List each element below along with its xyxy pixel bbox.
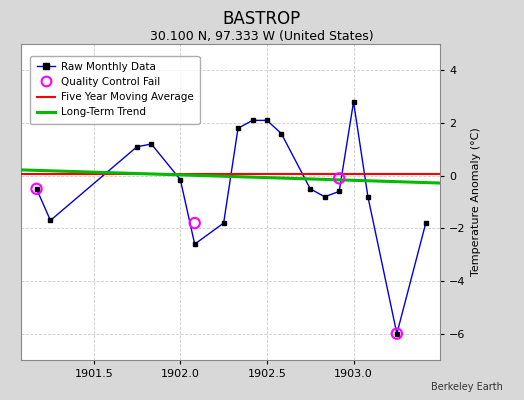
- Text: 30.100 N, 97.333 W (United States): 30.100 N, 97.333 W (United States): [150, 30, 374, 43]
- Point: [191, 220, 199, 226]
- Text: BASTROP: BASTROP: [223, 10, 301, 28]
- Legend: Raw Monthly Data, Quality Control Fail, Five Year Moving Average, Long-Term Tren: Raw Monthly Data, Quality Control Fail, …: [30, 56, 200, 124]
- Point: [32, 186, 41, 192]
- Point: [335, 175, 343, 182]
- Y-axis label: Temperature Anomaly (°C): Temperature Anomaly (°C): [471, 128, 481, 276]
- Text: Berkeley Earth: Berkeley Earth: [431, 382, 503, 392]
- Point: [392, 330, 401, 337]
